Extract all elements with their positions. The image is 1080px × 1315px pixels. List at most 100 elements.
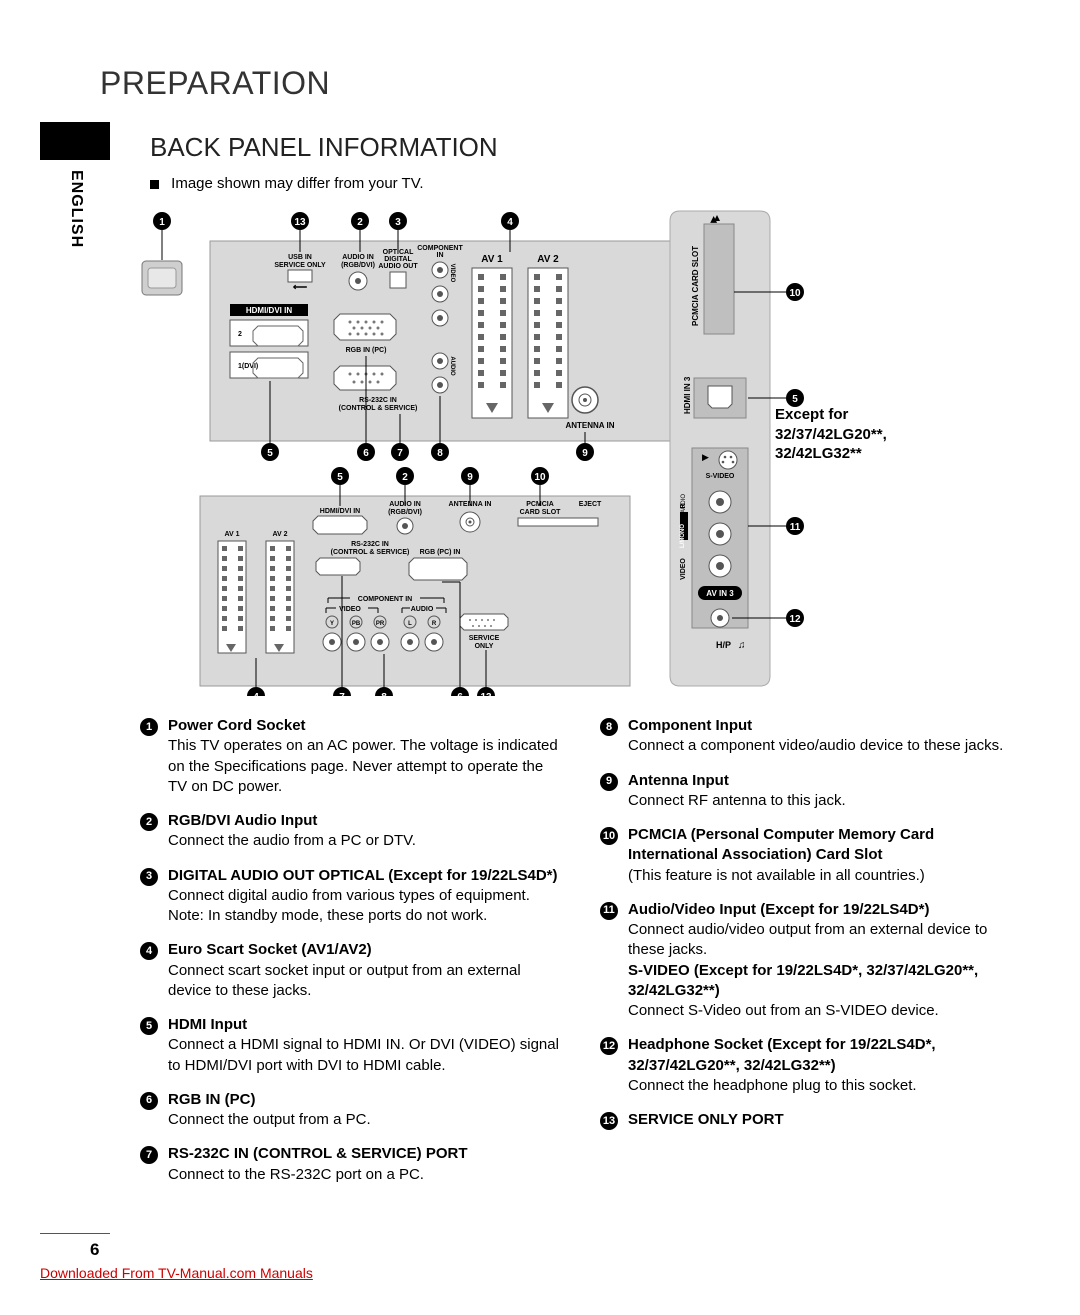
item-title: Headphone Socket (Except for 19/22LS4D*,… (628, 1035, 1020, 1076)
item-text: Connect to the RS-232C port on a PC. (168, 1165, 468, 1185)
item-number-badge: 10 (600, 827, 618, 845)
svg-text:RS-232C IN: RS-232C IN (359, 397, 397, 404)
svg-text:DIGITAL: DIGITAL (384, 256, 412, 263)
item-number-badge: 12 (600, 1037, 618, 1055)
description-item: 5 HDMI InputConnect a HDMI signal to HDMI… (140, 1015, 560, 1076)
svg-text:13: 13 (480, 692, 492, 696)
item-title: RGB IN (PC) (168, 1090, 371, 1110)
svg-text:PR: PR (376, 621, 385, 627)
item-body: Audio/Video Input (Except for 19/22LS4D*… (628, 900, 1020, 1022)
item-text: This TV operates on an AC power. The vol… (168, 736, 560, 797)
description-item: 10 PCMCIA (Personal Computer Memory Card … (600, 825, 1020, 886)
svg-text:▶: ▶ (708, 216, 718, 223)
svg-text:8: 8 (437, 448, 443, 459)
svg-text:PCMCIA CARD SLOT: PCMCIA CARD SLOT (691, 246, 700, 326)
item-body: Power Cord SocketThis TV operates on an … (168, 716, 560, 797)
svg-text:♫: ♫ (738, 640, 746, 651)
svg-text:13: 13 (294, 217, 306, 228)
description-item: 8Component InputConnect a component vide… (600, 716, 1020, 757)
item-title: DIGITAL AUDIO OUT OPTICAL (Except for 19… (168, 866, 560, 886)
svg-text:AV 2: AV 2 (272, 531, 287, 538)
svg-text:AV 1: AV 1 (481, 254, 503, 265)
svg-text:3: 3 (395, 217, 401, 228)
svg-text:(CONTROL & SERVICE): (CONTROL & SERVICE) (331, 549, 410, 556)
svg-text:H/P: H/P (716, 640, 731, 650)
svg-text:11: 11 (790, 522, 801, 533)
item-body: Headphone Socket (Except for 19/22LS4D*,… (628, 1035, 1020, 1096)
svg-text:▶: ▶ (702, 452, 709, 462)
svg-text:SERVICE: SERVICE (469, 635, 500, 642)
svg-text:PB: PB (352, 621, 361, 627)
item-text: Connect RF antenna to this jack. (628, 791, 846, 811)
item-number-badge: 2 (140, 813, 158, 831)
item-number-badge: 8 (600, 718, 618, 736)
item-number-badge: 3 (140, 868, 158, 886)
svg-text:RS-232C IN: RS-232C IN (351, 541, 389, 548)
description-columns: 1Power Cord SocketThis TV operates on an… (140, 716, 1020, 1199)
item-number-badge: 4 (140, 942, 158, 960)
item-text: Connect the output from a PC. (168, 1110, 371, 1130)
svg-text:AUDIO: AUDIO (681, 494, 687, 513)
svg-text:ANTENNA IN: ANTENNA IN (565, 421, 614, 430)
description-item: 12 Headphone Socket (Except for 19/22LS4D… (600, 1035, 1020, 1096)
item-number-badge: 5 (140, 1017, 158, 1035)
svg-text:6: 6 (363, 448, 369, 459)
item-title: PCMCIA (Personal Computer Memory Card In… (628, 825, 1020, 866)
section-tab (40, 122, 110, 160)
item-title: RS-232C IN (CONTROL & SERVICE) PORT (168, 1144, 468, 1164)
svg-text:12: 12 (789, 614, 801, 625)
chapter-title: PREPARATION (100, 65, 1020, 102)
download-link[interactable]: Downloaded From TV-Manual.com Manuals (40, 1265, 313, 1281)
item-title: Euro Scart Socket (AV1/AV2) (168, 940, 560, 960)
item-title: HDMI Input (168, 1015, 560, 1035)
svg-text:9: 9 (467, 472, 473, 483)
svg-text:R: R (432, 621, 437, 627)
svg-text:VIDEO: VIDEO (449, 264, 455, 283)
item-title: Antenna Input (628, 771, 846, 791)
svg-text:4: 4 (507, 217, 513, 228)
item-number-badge: 6 (140, 1092, 158, 1110)
item-text: Connect scart socket input or output fro… (168, 961, 560, 1002)
svg-text:IN: IN (437, 252, 444, 259)
svg-text:7: 7 (339, 692, 345, 696)
svg-text:COMPONENT: COMPONENT (417, 245, 463, 252)
item-body: DIGITAL AUDIO OUT OPTICAL (Except for 19… (168, 866, 560, 927)
svg-text:AV 2: AV 2 (537, 254, 559, 265)
svg-text:4: 4 (253, 692, 259, 696)
description-item: 11Audio/Video Input (Except for 19/22LS4… (600, 900, 1020, 1022)
left-column: 1Power Cord SocketThis TV operates on an… (140, 716, 560, 1199)
svg-text:COMPONENT IN: COMPONENT IN (358, 596, 412, 603)
svg-text:RGB (PC) IN: RGB (PC) IN (420, 549, 461, 556)
description-item: 1Power Cord SocketThis TV operates on an… (140, 716, 560, 797)
item-number-badge: 9 (600, 773, 618, 791)
item-body: RGB IN (PC)Connect the output from a PC. (168, 1090, 371, 1131)
svg-text:10: 10 (789, 288, 801, 299)
description-item: 2RGB/DVI Audio InputConnect the audio fr… (140, 811, 560, 852)
svg-text:EJECT: EJECT (579, 501, 602, 508)
svg-text:PCMCIA: PCMCIA (526, 501, 554, 508)
right-column: 8Component InputConnect a component vide… (600, 716, 1020, 1199)
item-number-badge: 7 (140, 1146, 158, 1164)
item-title: Audio/Video Input (Except for 19/22LS4D*… (628, 900, 1020, 920)
item-number-badge: 13 (600, 1112, 618, 1130)
item-text: Connect a HDMI signal to HDMI IN. Or DVI… (168, 1035, 560, 1076)
svg-text:10: 10 (534, 472, 546, 483)
svg-text:(RGB/DVI): (RGB/DVI) (341, 262, 375, 269)
svg-text:L/MONO: L/MONO (680, 524, 686, 548)
svg-text:HDMI/DVI IN: HDMI/DVI IN (320, 508, 360, 515)
svg-text:AV IN 3: AV IN 3 (706, 589, 734, 598)
svg-text:AUDIO IN: AUDIO IN (389, 501, 421, 508)
svg-text:⟵: ⟵ (293, 282, 307, 293)
description-item: 4 Euro Scart Socket (AV1/AV2)Connect scar… (140, 940, 560, 1001)
description-item: 6 RGB IN (PC)Connect the output from a PC… (140, 1090, 560, 1131)
description-item: 13 SERVICE ONLY PORT (600, 1110, 1020, 1130)
item-body: SERVICE ONLY PORT (628, 1110, 784, 1130)
svg-text:RGB IN (PC): RGB IN (PC) (346, 347, 387, 354)
item-body: PCMCIA (Personal Computer Memory Card In… (628, 825, 1020, 886)
item-body: Euro Scart Socket (AV1/AV2)Connect scart… (168, 940, 560, 1001)
bullet-icon (150, 180, 159, 189)
svg-text:OPTICAL: OPTICAL (383, 249, 414, 256)
svg-text:AUDIO: AUDIO (449, 356, 455, 376)
item-text: Connect a component video/audio device t… (628, 736, 1003, 756)
note-text: Image shown may differ from your TV. (171, 175, 423, 192)
